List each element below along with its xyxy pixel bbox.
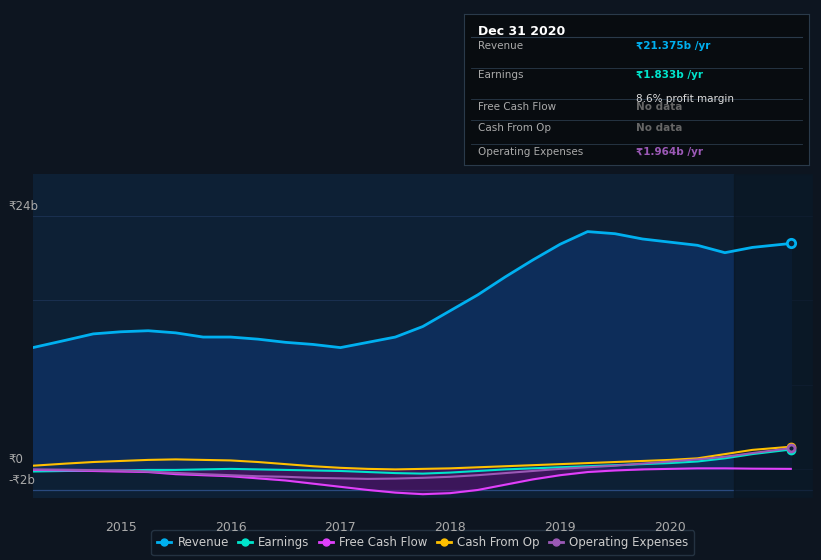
Text: Revenue: Revenue <box>478 41 523 51</box>
Text: ₹0: ₹0 <box>8 453 23 466</box>
Text: 2017: 2017 <box>324 521 356 534</box>
Text: Free Cash Flow: Free Cash Flow <box>478 102 556 111</box>
Text: Operating Expenses: Operating Expenses <box>478 147 583 157</box>
Text: 2018: 2018 <box>434 521 466 534</box>
Text: Dec 31 2020: Dec 31 2020 <box>478 25 565 38</box>
Text: No data: No data <box>636 102 682 111</box>
Text: Earnings: Earnings <box>478 70 523 80</box>
Text: 2015: 2015 <box>105 521 136 534</box>
Text: ₹1.964b /yr: ₹1.964b /yr <box>636 147 704 157</box>
Text: ₹1.833b /yr: ₹1.833b /yr <box>636 70 704 80</box>
Legend: Revenue, Earnings, Free Cash Flow, Cash From Op, Operating Expenses: Revenue, Earnings, Free Cash Flow, Cash … <box>151 530 695 555</box>
Text: 2016: 2016 <box>215 521 246 534</box>
Bar <box>734 174 813 498</box>
Text: No data: No data <box>636 123 682 133</box>
Text: 2019: 2019 <box>544 521 576 534</box>
Text: Cash From Op: Cash From Op <box>478 123 551 133</box>
Text: -₹2b: -₹2b <box>8 474 35 487</box>
Text: 2020: 2020 <box>654 521 686 534</box>
Text: ₹21.375b /yr: ₹21.375b /yr <box>636 41 711 51</box>
Text: ₹24b: ₹24b <box>8 200 39 213</box>
Text: 8.6% profit margin: 8.6% profit margin <box>636 94 734 104</box>
